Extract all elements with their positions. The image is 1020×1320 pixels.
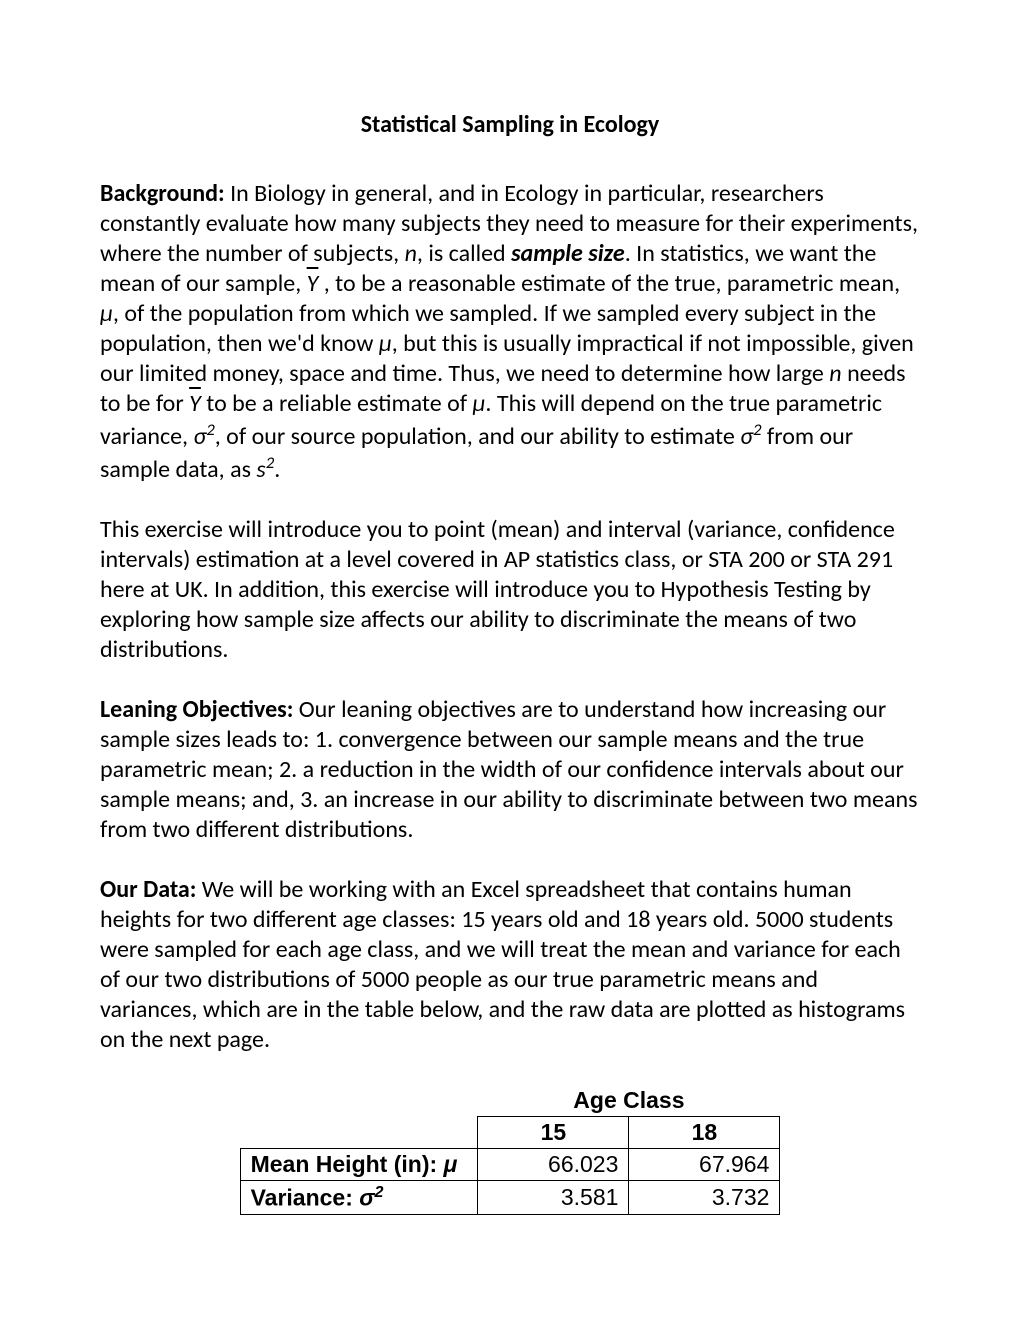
ourdata-paragraph: Our Data: We will be working with an Exc… (100, 875, 920, 1055)
sup-2: 2 (266, 452, 275, 473)
mean-18: 67.964 (629, 1149, 780, 1181)
bg-text-12: . (274, 455, 280, 484)
page-content: Statistical Sampling in Ecology Backgrou… (0, 0, 1020, 1320)
bg-text-10: , of our source population, and our abil… (215, 422, 740, 451)
row-label-mean: Mean Height (in): μ (240, 1149, 478, 1181)
sigma-symbol: σ (193, 422, 206, 451)
mu-symbol: μ (444, 1151, 458, 1177)
table-row: 15 18 (240, 1117, 780, 1149)
n-symbol: n (829, 359, 841, 388)
col-header-15: 15 (478, 1117, 629, 1149)
ourdata-label: Our Data: (100, 875, 196, 904)
col-header-18: 18 (629, 1117, 780, 1149)
table-row: Mean Height (in): μ 66.023 67.964 (240, 1149, 780, 1181)
mu-symbol: μ (379, 329, 392, 358)
parametric-table: Age Class 15 18 Mean Height (in): μ 66.0… (240, 1085, 781, 1215)
mean-label-pre: Mean Height (in): (251, 1151, 444, 1177)
var-label-pre: Variance: (251, 1185, 360, 1211)
sigma-symbol: σ (740, 422, 753, 451)
sup-2: 2 (375, 1183, 384, 1201)
mu-symbol: μ (472, 389, 485, 418)
background-label: Background: (100, 179, 225, 208)
row-label-var: Variance: σ2 (240, 1181, 478, 1215)
ourdata-text: We will be working with an Excel spreads… (100, 875, 905, 1054)
empty-cell (240, 1085, 478, 1117)
objectives-label: Leaning Objectives: (100, 695, 293, 724)
sample-size-term: sample size (511, 239, 625, 268)
bg-text-4: , to be a reasonable estimate of the tru… (318, 269, 900, 298)
table-row: Age Class (240, 1085, 780, 1117)
s-symbol: s (256, 455, 265, 484)
age-class-header: Age Class (478, 1085, 780, 1117)
mu-symbol: μ (100, 299, 113, 328)
ybar-symbol: Y (189, 389, 201, 418)
bg-text-8: to be a reliable estimate of (201, 389, 473, 418)
n-symbol: n (405, 239, 417, 268)
empty-cell (240, 1117, 478, 1149)
var-15: 3.581 (478, 1181, 629, 1215)
bg-text-2: , is called (417, 239, 511, 268)
table-row: Variance: σ2 3.581 3.732 (240, 1181, 780, 1215)
sup-2: 2 (206, 419, 215, 440)
objectives-paragraph: Leaning Objectives: Our leaning objectiv… (100, 695, 920, 845)
ybar-symbol: Y (307, 269, 319, 298)
data-table-container: Age Class 15 18 Mean Height (in): μ 66.0… (100, 1085, 920, 1215)
background-paragraph: Background: In Biology in general, and i… (100, 179, 920, 485)
var-18: 3.732 (629, 1181, 780, 1215)
page-title: Statistical Sampling in Ecology (100, 110, 920, 139)
intro-paragraph: This exercise will introduce you to poin… (100, 515, 920, 665)
mean-15: 66.023 (478, 1149, 629, 1181)
sigma-symbol: σ (359, 1185, 374, 1211)
